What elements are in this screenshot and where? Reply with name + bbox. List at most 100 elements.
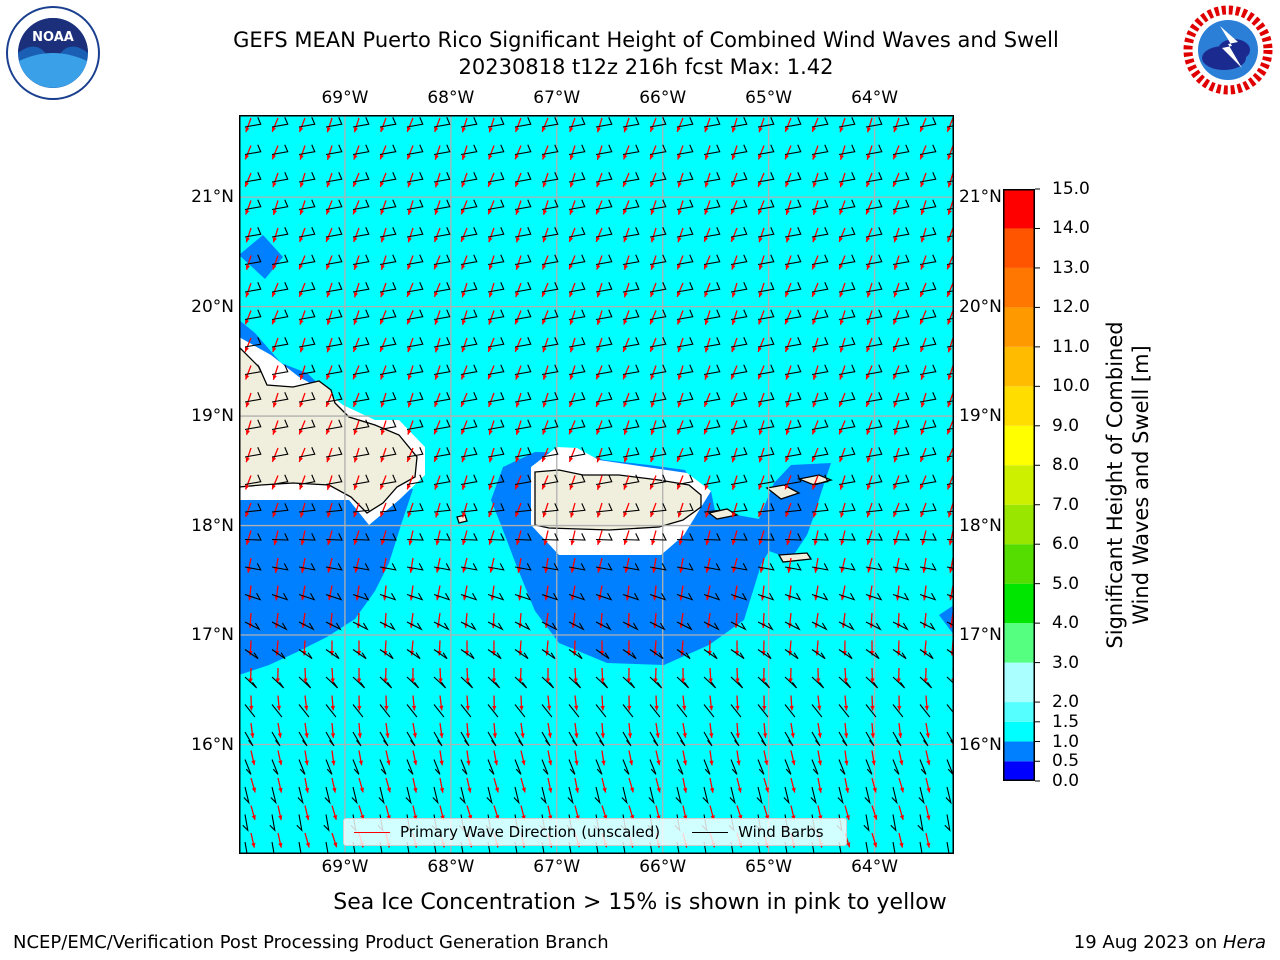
- wind-barb: [892, 254, 910, 266]
- wave-arrow-head: [462, 567, 467, 573]
- wind-barb: [730, 503, 748, 513]
- wave-arrow-head: [893, 209, 898, 215]
- wind-barb: [406, 704, 418, 718]
- wave-arrow-head: [595, 209, 600, 215]
- wind-barb: [595, 117, 613, 128]
- wind-barb: [298, 676, 312, 689]
- wave-arrow-head: [946, 291, 951, 297]
- wave-arrow-head: [326, 182, 331, 188]
- wave-arrow-head: [245, 374, 250, 380]
- legend-barb-label: Wind Barbs: [738, 823, 824, 841]
- wave-arrow-head: [271, 291, 277, 297]
- wave-arrow-head: [946, 264, 951, 270]
- wave-arrow-head: [926, 815, 931, 821]
- wind-barb: [352, 364, 370, 376]
- wind-barb: [676, 282, 694, 293]
- wave-arrow-head: [596, 292, 601, 298]
- wave-arrow-head: [870, 733, 875, 738]
- wave-arrow-head: [893, 292, 898, 298]
- wind-barb: [271, 282, 289, 293]
- wave-arrow-head: [569, 154, 574, 160]
- wave-arrow-head: [460, 401, 465, 407]
- wave-arrow-head: [272, 264, 277, 270]
- wind-barb: [865, 172, 883, 183]
- wave-arrow-head: [602, 787, 607, 793]
- wave-arrow-head: [811, 291, 816, 297]
- wind-barb: [595, 199, 613, 211]
- wave-arrow-head: [434, 127, 439, 133]
- wave-arrow-head: [353, 127, 358, 133]
- wind-barb: [352, 649, 367, 660]
- wind-barb: [244, 621, 261, 631]
- wave-arrow-head: [677, 209, 682, 215]
- wind-barb: [865, 533, 883, 541]
- wind-barb: [541, 731, 551, 747]
- wind-barb: [946, 455, 954, 458]
- wave-arrow-head: [866, 429, 871, 435]
- wave-arrow-head: [272, 182, 277, 188]
- wave-arrow-head: [380, 127, 385, 133]
- wind-barb: [514, 337, 532, 348]
- wave-arrow-head: [816, 678, 821, 683]
- wave-arrow-head: [791, 760, 796, 766]
- wave-arrow-head: [488, 292, 493, 298]
- wind-barb: [325, 117, 343, 128]
- wind-barb: [406, 621, 423, 631]
- wave-arrow-head: [244, 181, 249, 187]
- map-title: GEFS MEAN Puerto Rico Significant Height…: [233, 28, 1059, 52]
- wave-arrow-head: [596, 539, 602, 545]
- wind-barb: [676, 503, 694, 513]
- wind-barb: [919, 172, 937, 183]
- wind-barb: [352, 676, 366, 689]
- wind-barb: [594, 786, 601, 805]
- wind-barb: [757, 117, 775, 128]
- wind-barb: [622, 563, 640, 571]
- wave-arrow-head: [866, 264, 871, 270]
- wind-barb: [919, 649, 934, 660]
- wind-barb: [865, 254, 883, 266]
- wave-arrow-head: [677, 347, 682, 353]
- wind-barb: [271, 309, 289, 321]
- wind-barb: [838, 364, 856, 376]
- wind-barb: [811, 563, 829, 571]
- wave-arrow-head: [708, 705, 714, 711]
- colorbar-tick-label: 7.0: [1052, 494, 1080, 515]
- wave-arrow-head: [600, 678, 605, 683]
- wave-arrow-head: [676, 456, 681, 462]
- wave-arrow-head: [570, 512, 575, 518]
- wave-arrow-head: [947, 182, 952, 188]
- wind-barb: [892, 172, 910, 183]
- wave-arrow-head: [731, 457, 736, 463]
- wind-barb: [676, 621, 693, 631]
- wind-barb: [730, 474, 748, 486]
- wind-barb: [271, 759, 279, 775]
- wind-barb: [892, 563, 910, 571]
- wind-barb: [541, 676, 555, 689]
- wave-arrow-head: [299, 291, 304, 297]
- wind-barb: [460, 533, 478, 541]
- wave-arrow-head: [543, 540, 548, 546]
- map-plot: [239, 115, 954, 854]
- wind-barb: [784, 309, 802, 321]
- wind-barb: [514, 676, 528, 689]
- wind-barb: [757, 704, 769, 718]
- wind-barb: [703, 676, 717, 689]
- wind-barb: [892, 704, 904, 718]
- lon-tick-top: 69°W: [321, 88, 369, 108]
- wave-arrow-head: [597, 567, 602, 573]
- wind-barb: [946, 593, 954, 598]
- wind-barb: [271, 337, 289, 348]
- wind-barb: [352, 392, 370, 403]
- wave-arrow-head: [353, 346, 358, 352]
- wave-arrow-head: [759, 567, 764, 573]
- wind-barb: [729, 786, 736, 805]
- wind-barb: [352, 172, 370, 183]
- wind-barb: [622, 172, 640, 183]
- wind-barb: [595, 676, 609, 689]
- wave-arrow-head: [650, 512, 655, 518]
- wind-barb: [352, 621, 369, 631]
- wave-arrow-head: [548, 787, 553, 793]
- wind-barb: [676, 392, 694, 403]
- wind-barb: [836, 841, 842, 854]
- wave-arrow-head: [358, 760, 363, 766]
